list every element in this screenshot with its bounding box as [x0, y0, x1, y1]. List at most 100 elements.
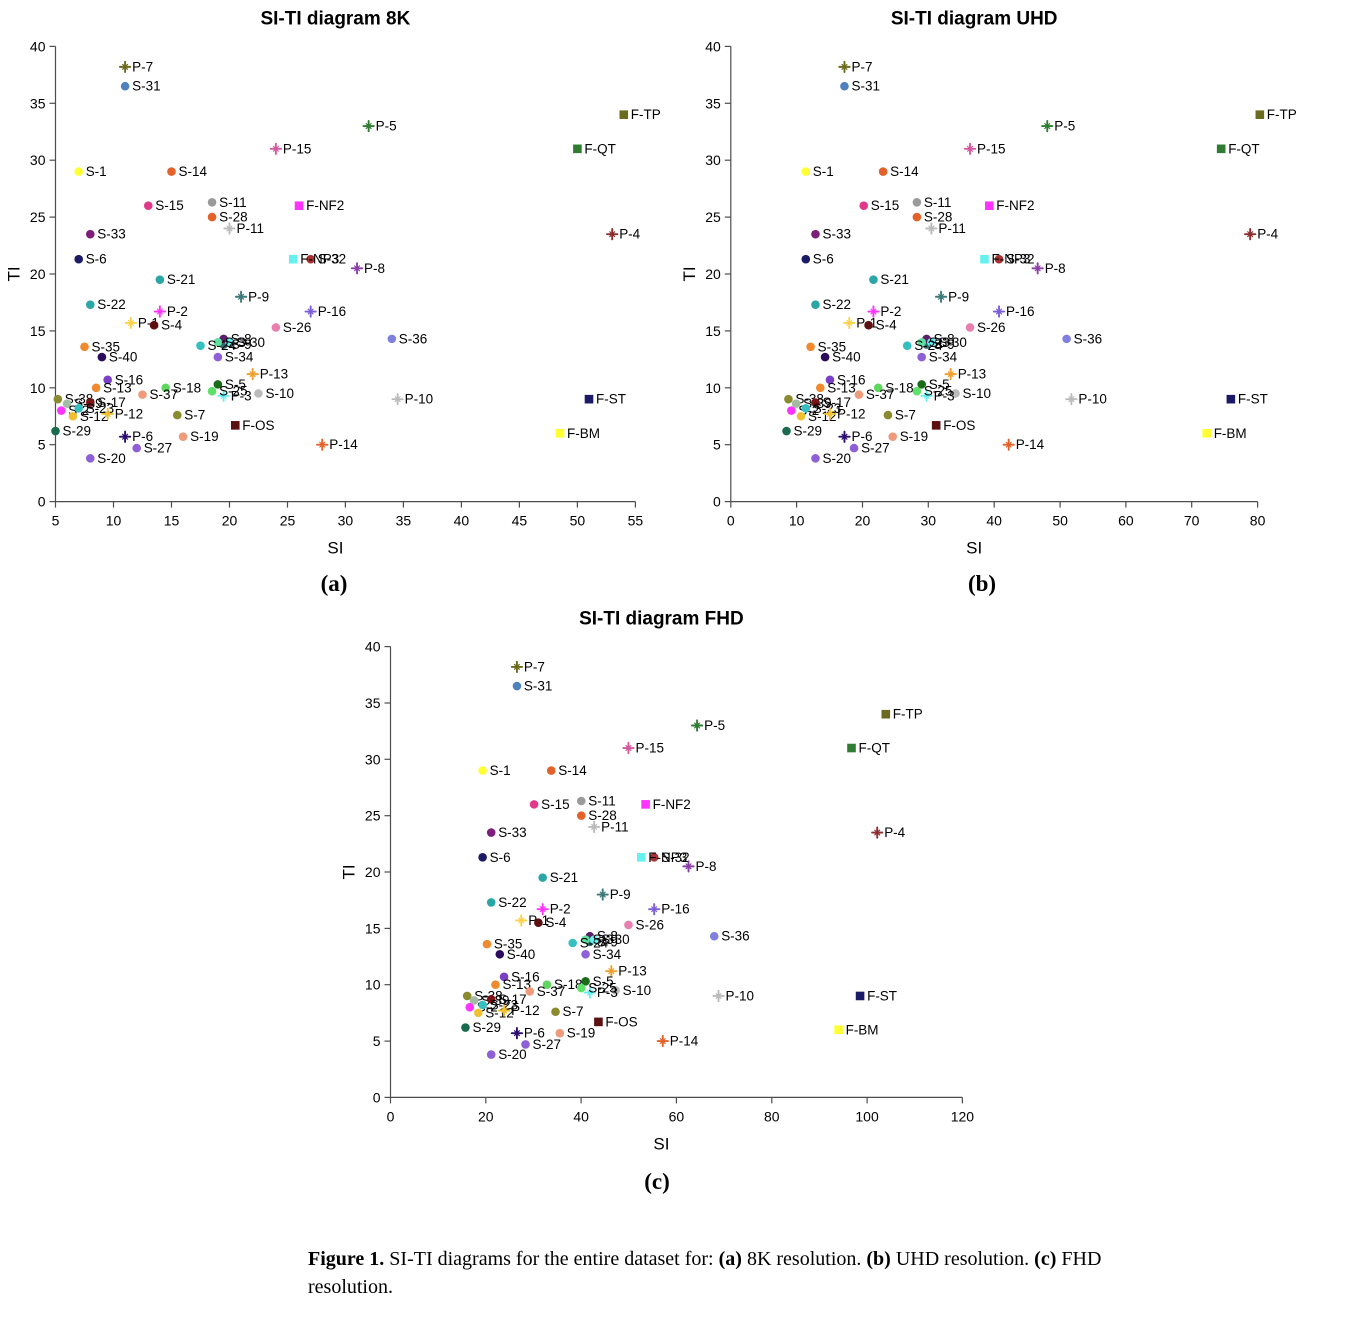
svg-text:35: 35 — [30, 95, 46, 111]
svg-text:25: 25 — [30, 209, 46, 225]
svg-text:15: 15 — [164, 513, 180, 529]
svg-text:0: 0 — [38, 494, 46, 510]
svg-text:S-31: S-31 — [524, 678, 552, 693]
svg-text:F-ST: F-ST — [1238, 392, 1268, 407]
svg-text:40: 40 — [705, 38, 721, 54]
svg-text:S-37: S-37 — [866, 387, 894, 402]
svg-text:S-10: S-10 — [962, 386, 990, 401]
svg-text:P-12: P-12 — [837, 406, 865, 421]
svg-text:S-33: S-33 — [97, 227, 125, 242]
svg-text:F-ST: F-ST — [596, 392, 626, 407]
svg-text:P-5: P-5 — [376, 119, 397, 134]
svg-text:20: 20 — [365, 864, 381, 880]
svg-text:80: 80 — [764, 1108, 780, 1124]
svg-text:P-10: P-10 — [1078, 392, 1106, 407]
svg-text:S-26: S-26 — [635, 917, 663, 932]
svg-text:S-1: S-1 — [86, 164, 107, 179]
svg-text:S-14: S-14 — [558, 763, 587, 778]
svg-text:P-12: P-12 — [115, 406, 143, 421]
svg-text:S-22: S-22 — [97, 297, 125, 312]
svg-text:S-12: S-12 — [485, 1005, 513, 1020]
svg-text:S-4: S-4 — [545, 915, 566, 930]
svg-text:S-25: S-25 — [588, 981, 616, 996]
svg-text:5: 5 — [38, 437, 46, 453]
svg-text:35: 35 — [396, 513, 412, 529]
svg-text:P-4: P-4 — [619, 227, 640, 242]
svg-text:F-QT: F-QT — [858, 740, 889, 755]
svg-text:F-NF2: F-NF2 — [306, 198, 344, 213]
svg-text:50: 50 — [570, 513, 586, 529]
svg-text:S-19: S-19 — [567, 1026, 595, 1041]
svg-text:P-7: P-7 — [851, 59, 872, 74]
svg-text:S-27: S-27 — [144, 441, 172, 456]
svg-text:S-20: S-20 — [498, 1047, 526, 1062]
svg-text:SI: SI — [966, 539, 982, 558]
svg-text:F-OS: F-OS — [605, 1014, 637, 1029]
svg-text:S-27: S-27 — [861, 441, 889, 456]
svg-text:0: 0 — [373, 1089, 381, 1105]
svg-text:P-10: P-10 — [405, 392, 433, 407]
svg-text:20: 20 — [478, 1108, 494, 1124]
svg-text:S-15: S-15 — [871, 198, 899, 213]
svg-text:30: 30 — [30, 152, 46, 168]
svg-text:30: 30 — [365, 751, 381, 767]
svg-text:P-14: P-14 — [1016, 437, 1045, 452]
svg-text:60: 60 — [669, 1108, 685, 1124]
svg-text:S-6: S-6 — [813, 252, 834, 267]
svg-text:S-6: S-6 — [86, 252, 107, 267]
svg-text:P-15: P-15 — [977, 141, 1005, 156]
svg-text:P-9: P-9 — [948, 289, 969, 304]
svg-text:20: 20 — [222, 513, 238, 529]
svg-text:S-19: S-19 — [900, 429, 928, 444]
svg-text:SI-TI diagram FHD: SI-TI diagram FHD — [579, 609, 744, 630]
svg-text:S-40: S-40 — [507, 947, 535, 962]
svg-text:S-15: S-15 — [155, 198, 183, 213]
svg-text:S-14: S-14 — [178, 164, 207, 179]
svg-text:S-34: S-34 — [593, 947, 622, 962]
svg-text:100: 100 — [855, 1108, 879, 1124]
svg-text:P-9: P-9 — [248, 289, 269, 304]
svg-text:S-27: S-27 — [532, 1037, 560, 1052]
svg-text:45: 45 — [512, 513, 528, 529]
svg-text:S-33: S-33 — [822, 227, 850, 242]
svg-text:S-37: S-37 — [537, 984, 565, 999]
svg-text:P-13: P-13 — [260, 367, 288, 382]
svg-text:10: 10 — [705, 380, 721, 396]
svg-text:S-36: S-36 — [721, 929, 749, 944]
svg-text:5: 5 — [52, 513, 60, 529]
svg-text:S-13: S-13 — [827, 380, 855, 395]
svg-text:P-11: P-11 — [601, 819, 628, 834]
svg-text:P-16: P-16 — [1006, 304, 1034, 319]
svg-text:P-10: P-10 — [725, 988, 753, 1003]
svg-text:S-11: S-11 — [924, 195, 951, 210]
svg-text:S-26: S-26 — [283, 320, 311, 335]
svg-text:5: 5 — [713, 437, 721, 453]
svg-text:S-21: S-21 — [880, 272, 908, 287]
svg-text:P-8: P-8 — [1045, 261, 1066, 276]
svg-text:S-15: S-15 — [541, 797, 569, 812]
svg-text:20: 20 — [30, 266, 46, 282]
svg-text:S-34: S-34 — [225, 350, 254, 365]
svg-text:S-7: S-7 — [184, 408, 205, 423]
svg-text:F-TP: F-TP — [893, 707, 923, 722]
svg-text:S-40: S-40 — [109, 350, 137, 365]
svg-text:F-OS: F-OS — [943, 418, 975, 433]
svg-text:S-26: S-26 — [977, 320, 1005, 335]
svg-text:P-5: P-5 — [1054, 119, 1075, 134]
svg-text:S-40: S-40 — [832, 350, 860, 365]
svg-text:40: 40 — [454, 513, 470, 529]
svg-text:P-8: P-8 — [364, 261, 385, 276]
svg-text:40: 40 — [573, 1108, 589, 1124]
svg-text:0: 0 — [713, 494, 721, 510]
svg-text:S-22: S-22 — [822, 297, 850, 312]
svg-text:F-NF2: F-NF2 — [996, 198, 1034, 213]
svg-text:50: 50 — [1052, 513, 1068, 529]
svg-text:60: 60 — [1118, 513, 1134, 529]
svg-text:P-14: P-14 — [329, 437, 358, 452]
svg-text:P-4: P-4 — [1257, 227, 1278, 242]
svg-text:15: 15 — [705, 323, 721, 339]
svg-text:P-16: P-16 — [661, 902, 689, 917]
svg-text:35: 35 — [705, 95, 721, 111]
svg-text:SI-TI diagram 8K: SI-TI diagram 8K — [260, 8, 410, 29]
svg-text:70: 70 — [1184, 513, 1200, 529]
